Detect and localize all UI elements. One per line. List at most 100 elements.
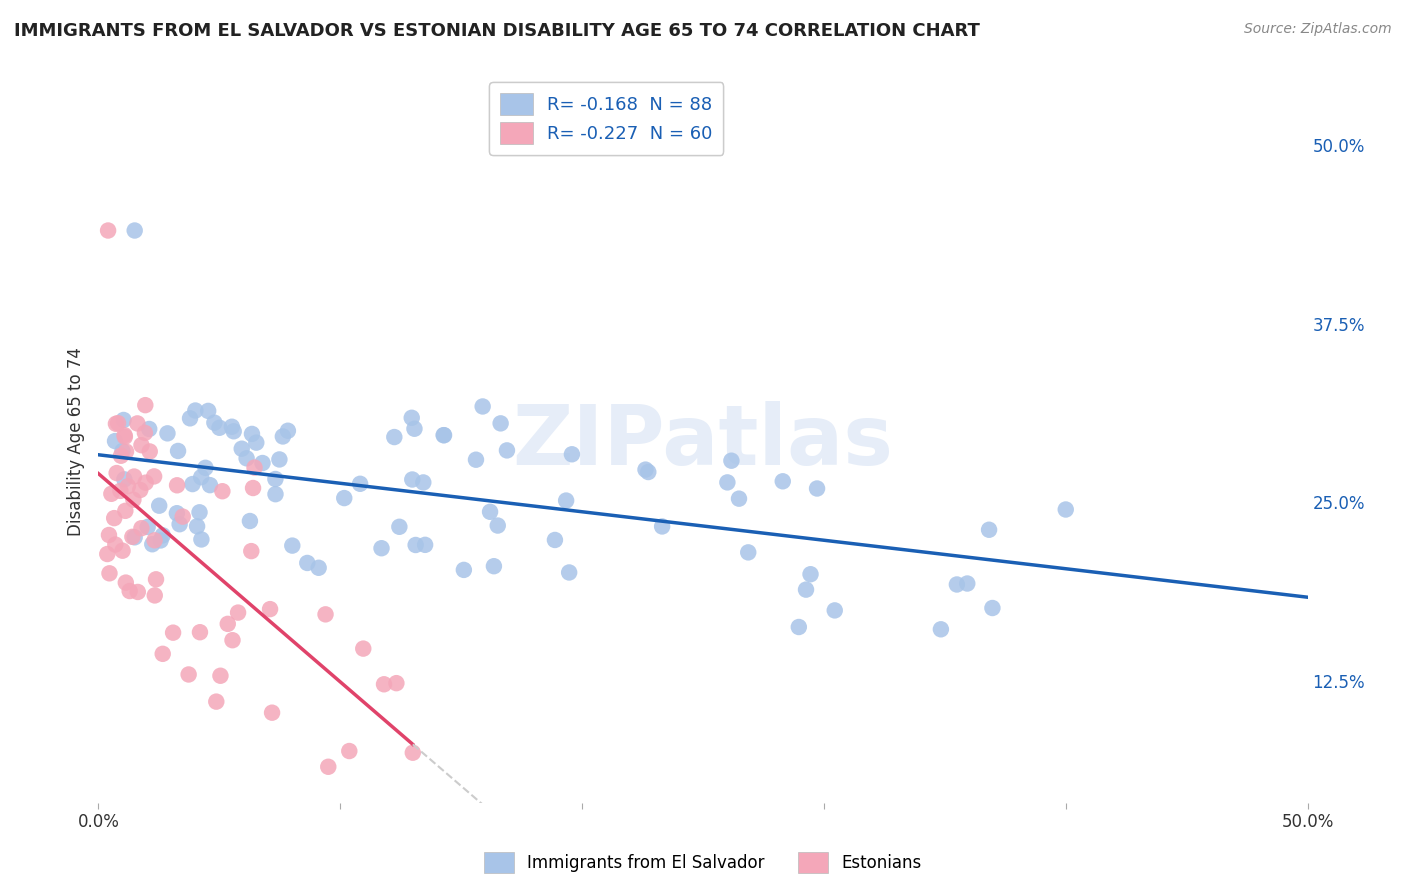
- Point: [124, 530, 146, 544]
- Point: [412, 475, 434, 490]
- Point: [118, 584, 141, 599]
- Point: [402, 746, 425, 760]
- Point: [262, 706, 284, 720]
- Point: [112, 413, 135, 427]
- Point: [141, 537, 163, 551]
- Point: [413, 538, 436, 552]
- Point: [433, 428, 456, 442]
- Point: [277, 424, 299, 438]
- Point: [226, 606, 249, 620]
- Point: [373, 677, 395, 691]
- Point: [136, 520, 159, 534]
- Point: [127, 585, 149, 599]
- Point: [188, 505, 211, 519]
- Point: [231, 442, 253, 456]
- Point: [217, 616, 239, 631]
- Point: [110, 483, 132, 498]
- Point: [186, 519, 208, 533]
- Point: [152, 528, 174, 542]
- Point: [281, 539, 304, 553]
- Point: [114, 430, 136, 444]
- Point: [111, 543, 134, 558]
- Point: [184, 403, 207, 417]
- Point: [404, 422, 426, 436]
- Point: [496, 443, 519, 458]
- Point: [242, 481, 264, 495]
- Point: [240, 426, 263, 441]
- Point: [315, 607, 337, 622]
- Point: [97, 528, 120, 542]
- Point: [100, 487, 122, 501]
- Point: [194, 460, 217, 475]
- Point: [401, 410, 423, 425]
- Point: [115, 444, 138, 458]
- Point: [221, 419, 243, 434]
- Point: [129, 483, 152, 497]
- Point: [297, 556, 319, 570]
- Text: IMMIGRANTS FROM EL SALVADOR VS ESTONIAN DISABILITY AGE 65 TO 74 CORRELATION CHAR: IMMIGRANTS FROM EL SALVADOR VS ESTONIAN …: [14, 22, 980, 40]
- Point: [221, 633, 243, 648]
- Point: [772, 475, 794, 489]
- Point: [716, 475, 738, 490]
- Point: [259, 602, 281, 616]
- Point: [806, 482, 828, 496]
- Point: [799, 567, 821, 582]
- Point: [104, 417, 127, 431]
- Point: [1054, 502, 1077, 516]
- Point: [239, 514, 262, 528]
- Point: [134, 398, 156, 412]
- Point: [135, 475, 157, 490]
- Point: [634, 462, 657, 476]
- Point: [167, 444, 190, 458]
- Point: [337, 744, 360, 758]
- Point: [794, 582, 817, 597]
- Point: [333, 491, 356, 505]
- Point: [222, 424, 245, 438]
- Point: [122, 492, 145, 507]
- Point: [148, 499, 170, 513]
- Point: [728, 491, 751, 506]
- Point: [112, 472, 135, 486]
- Point: [138, 444, 160, 458]
- Point: [96, 547, 118, 561]
- Point: [166, 506, 188, 520]
- Point: [97, 223, 120, 237]
- Legend: Immigrants from El Salvador, Estonians: Immigrants from El Salvador, Estonians: [478, 846, 928, 880]
- Point: [956, 576, 979, 591]
- Point: [405, 538, 427, 552]
- Point: [651, 519, 673, 533]
- Point: [433, 428, 456, 442]
- Point: [465, 452, 488, 467]
- Point: [479, 505, 502, 519]
- Point: [787, 620, 810, 634]
- Y-axis label: Disability Age 65 to 74: Disability Age 65 to 74: [66, 347, 84, 536]
- Point: [149, 533, 172, 548]
- Point: [388, 520, 411, 534]
- Point: [558, 566, 581, 580]
- Point: [162, 625, 184, 640]
- Point: [104, 434, 127, 448]
- Point: [179, 411, 201, 425]
- Point: [117, 479, 139, 493]
- Point: [977, 523, 1000, 537]
- Point: [720, 453, 742, 467]
- Point: [156, 426, 179, 441]
- Point: [188, 625, 211, 640]
- Point: [637, 465, 659, 479]
- Point: [555, 493, 578, 508]
- Point: [127, 417, 149, 431]
- Point: [177, 667, 200, 681]
- Point: [143, 533, 166, 548]
- Point: [134, 425, 156, 440]
- Point: [208, 421, 231, 435]
- Point: [143, 469, 166, 483]
- Point: [264, 487, 287, 501]
- Point: [264, 472, 287, 486]
- Point: [152, 647, 174, 661]
- Point: [138, 422, 160, 436]
- Point: [482, 559, 505, 574]
- Point: [401, 473, 423, 487]
- Point: [471, 400, 494, 414]
- Point: [166, 478, 188, 492]
- Point: [122, 469, 145, 483]
